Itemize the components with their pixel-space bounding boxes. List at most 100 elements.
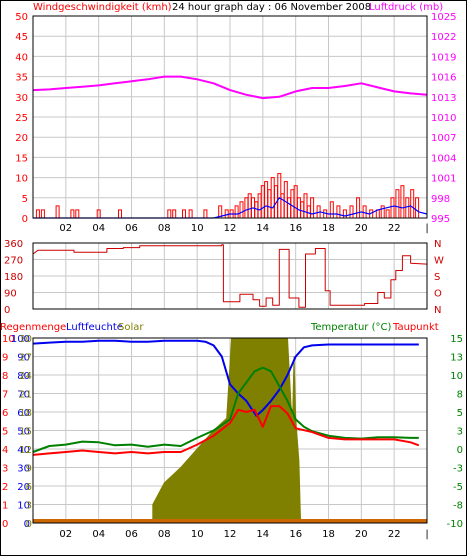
panel3-x-tick-label: 04 bbox=[92, 529, 105, 540]
panel1-x-tick-label: | bbox=[425, 223, 428, 234]
rain-bar bbox=[33, 519, 427, 523]
pressure-tick-label: 1019 bbox=[431, 52, 456, 63]
wind-tick-label: 45 bbox=[15, 32, 28, 43]
panel1-x-tick-label: 18 bbox=[322, 223, 335, 234]
temperature-line bbox=[32, 366, 419, 453]
direction-tick-label: 0 bbox=[4, 305, 10, 316]
panel1-x-tick-label: 04 bbox=[92, 223, 105, 234]
solar-tick-label: 21 bbox=[19, 390, 32, 401]
temperature-tick-label: 5 bbox=[457, 408, 463, 419]
data-layer bbox=[32, 75, 428, 524]
rain-tick-label: 0 bbox=[2, 519, 8, 530]
gust-line bbox=[33, 197, 428, 219]
panel1-x-tick-label: 22 bbox=[388, 223, 401, 234]
temperature-tick-label: -10 bbox=[447, 519, 463, 530]
direction-tick-label: 360 bbox=[4, 239, 23, 250]
wind-axis-label: Windgeschwindigkeit (kmh) bbox=[33, 2, 172, 13]
wind-tick-label: 20 bbox=[15, 133, 28, 144]
humidity-tick-label: 60 bbox=[17, 408, 30, 419]
pressure-tick-label: 1013 bbox=[431, 93, 456, 104]
temperature-tick-label: 3 bbox=[457, 427, 463, 438]
tick-label-layer: 5045403530252015105010251022101910161013… bbox=[2, 12, 463, 540]
panel1-x-tick-label: 06 bbox=[125, 223, 138, 234]
pressure-tick-label: 1007 bbox=[431, 133, 456, 144]
panel1-x-tick-label: 14 bbox=[256, 223, 269, 234]
solar-tick-label: 30 bbox=[19, 334, 32, 345]
rain-tick-label: 7 bbox=[2, 390, 8, 401]
panel3-x-tick-label: 20 bbox=[355, 529, 368, 540]
solar-tick-label: 3 bbox=[26, 501, 32, 512]
compass-tick-label: O bbox=[434, 289, 442, 300]
direction-tick-label: 90 bbox=[4, 289, 17, 300]
temperature-tick-label: -8 bbox=[453, 501, 463, 512]
humidity-tick-label: 70 bbox=[17, 390, 30, 401]
humidity-tick-label: 40 bbox=[17, 445, 30, 456]
solar-tick-label: 0 bbox=[26, 519, 32, 530]
panel3-x-tick-label: 18 bbox=[322, 529, 335, 540]
rain-tick-label: 6 bbox=[2, 408, 8, 419]
panel1-x-tick-label: 20 bbox=[355, 223, 368, 234]
pressure-tick-label: 995 bbox=[431, 214, 450, 225]
pressure-tick-label: 1016 bbox=[431, 73, 456, 84]
rain-tick-label: 3 bbox=[2, 464, 8, 475]
temperature-tick-label: 13 bbox=[450, 353, 463, 364]
rain-tick-label: 1 bbox=[2, 501, 8, 512]
temperature-axis-label: Temperatur (°C) bbox=[310, 322, 391, 333]
grid-layer bbox=[33, 16, 427, 523]
wind-tick-label: 30 bbox=[15, 93, 28, 104]
dewpoint-axis-label: Taupunkt bbox=[392, 322, 439, 333]
wind-tick-label: 0 bbox=[22, 214, 28, 225]
pressure-tick-label: 1001 bbox=[431, 174, 456, 185]
solar-tick-label: 6 bbox=[26, 482, 32, 493]
panel1-x-tick-label: 16 bbox=[289, 223, 302, 234]
rain-tick-label: 4 bbox=[2, 445, 8, 456]
panel3-x-tick-label: 08 bbox=[158, 529, 171, 540]
wind-tick-label: 35 bbox=[15, 73, 28, 84]
solar-tick-label: 24 bbox=[19, 371, 32, 382]
pressure-axis-label: Luftdruck (mb) bbox=[369, 2, 443, 13]
humidity-tick-label: 10 bbox=[17, 501, 30, 512]
solar-tick-label: 9 bbox=[26, 464, 32, 475]
rain-tick-label: 8 bbox=[2, 371, 8, 382]
solar-tick-label: 27 bbox=[19, 353, 32, 364]
panel3-x-tick-label: 22 bbox=[388, 529, 401, 540]
direction-tick-label: 270 bbox=[4, 256, 23, 267]
pressure-tick-label: 1022 bbox=[431, 32, 456, 43]
temperature-tick-label: -5 bbox=[453, 482, 463, 493]
humidity-tick-label: 30 bbox=[17, 464, 30, 475]
panel3-x-tick-label: 16 bbox=[289, 529, 302, 540]
wind-tick-label: 25 bbox=[15, 113, 28, 124]
wind-tick-label: 15 bbox=[15, 153, 28, 164]
humidity-tick-label: 0 bbox=[24, 519, 30, 530]
panel3-x-tick-label: | bbox=[425, 529, 428, 540]
compass-tick-label: N bbox=[434, 305, 441, 316]
pressure-tick-label: 1025 bbox=[431, 12, 456, 23]
rain-tick-label: 2 bbox=[2, 482, 8, 493]
temperature-tick-label: 0 bbox=[457, 445, 463, 456]
panel1-x-tick-label: 08 bbox=[158, 223, 171, 234]
humidity-tick-label: 20 bbox=[17, 482, 30, 493]
temperature-tick-label: 10 bbox=[450, 371, 463, 382]
panel1-x-tick-label: 02 bbox=[59, 223, 72, 234]
humidity-axis-label: Luftfeuchte bbox=[66, 322, 123, 333]
compass-tick-label: W bbox=[434, 256, 444, 267]
compass-tick-label: N bbox=[434, 239, 441, 250]
panel3-x-tick-label: 06 bbox=[125, 529, 138, 540]
solar-tick-label: 15 bbox=[19, 427, 32, 438]
pressure-tick-label: 1010 bbox=[431, 113, 456, 124]
temperature-tick-label: 8 bbox=[457, 390, 463, 401]
solar-tick-label: 12 bbox=[19, 445, 32, 456]
wind-tick-label: 5 bbox=[22, 194, 28, 205]
pressure-line bbox=[32, 75, 428, 100]
temperature-tick-label: -3 bbox=[453, 464, 463, 475]
panel1-frame bbox=[32, 15, 428, 219]
rain-tick-label: 10 bbox=[2, 334, 15, 345]
wind-tick-label: 50 bbox=[15, 12, 28, 23]
panel2-frame bbox=[32, 242, 428, 310]
temperature-tick-label: 15 bbox=[450, 334, 463, 345]
solar-axis-label: Solar bbox=[118, 322, 144, 333]
pressure-tick-label: 998 bbox=[431, 194, 450, 205]
panel3-x-tick-label: 12 bbox=[224, 529, 237, 540]
